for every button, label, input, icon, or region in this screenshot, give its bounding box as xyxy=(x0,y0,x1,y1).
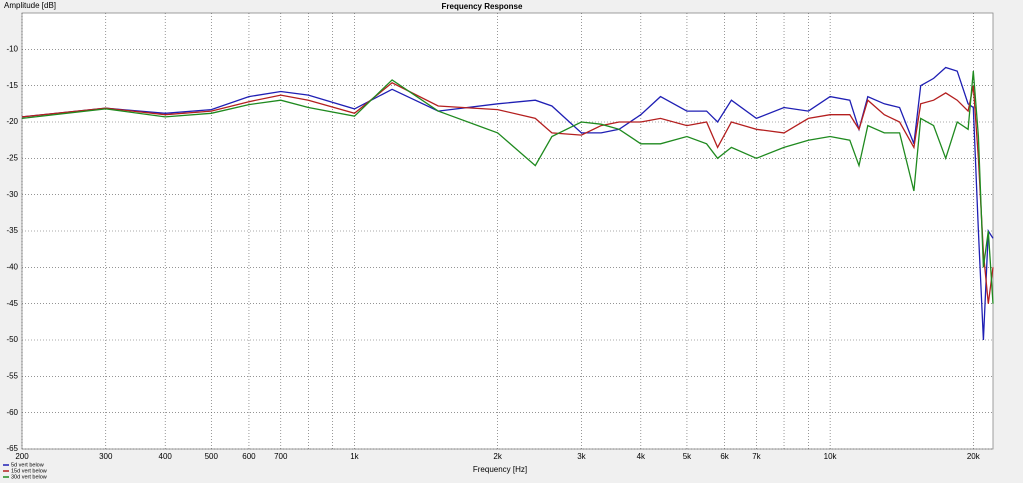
legend-label: 30d vert below xyxy=(11,474,47,480)
x-axis-label: Frequency [Hz] xyxy=(473,465,527,474)
chart-title: Frequency Response xyxy=(442,2,523,11)
x-tick-label: 400 xyxy=(159,452,173,461)
series-line xyxy=(21,82,994,304)
x-tick-label: 300 xyxy=(99,452,113,461)
x-tick-label: 500 xyxy=(205,452,219,461)
y-tick-label: -55 xyxy=(6,371,18,380)
x-tick-label: 700 xyxy=(274,452,288,461)
x-tick-label: 7k xyxy=(752,452,761,461)
x-tick-label: 1k xyxy=(350,452,359,461)
y-tick-label: -65 xyxy=(6,444,18,453)
y-tick-label: -25 xyxy=(6,153,18,162)
x-tick-label: 3k xyxy=(577,452,586,461)
x-tick-label: 4k xyxy=(637,452,646,461)
y-tick-label: -60 xyxy=(6,408,18,417)
x-tick-label: 200 xyxy=(15,452,29,461)
y-tick-label: -50 xyxy=(6,335,18,344)
series-line xyxy=(21,71,994,304)
legend-label: 5d vert below xyxy=(11,462,44,468)
legend-label: 15d vert below xyxy=(11,468,47,474)
x-tick-label: 6k xyxy=(720,452,729,461)
x-tick-label: 600 xyxy=(242,452,256,461)
x-tick-label: 5k xyxy=(683,452,692,461)
y-tick-label: -30 xyxy=(6,190,18,199)
y-tick-label: -45 xyxy=(6,299,18,308)
y-tick-label: -15 xyxy=(6,81,18,90)
y-tick-label: -35 xyxy=(6,226,18,235)
plot-area xyxy=(21,12,994,450)
y-tick-label: -40 xyxy=(6,262,18,271)
x-tick-label: 2k xyxy=(493,452,502,461)
y-tick-label: -10 xyxy=(6,44,18,53)
x-tick-label: 10k xyxy=(824,452,838,461)
x-tick-label: 20k xyxy=(967,452,981,461)
series-line xyxy=(21,66,994,341)
y-tick-label: -20 xyxy=(6,117,18,126)
y-axis-label: Amplitude [dB] xyxy=(4,1,56,10)
